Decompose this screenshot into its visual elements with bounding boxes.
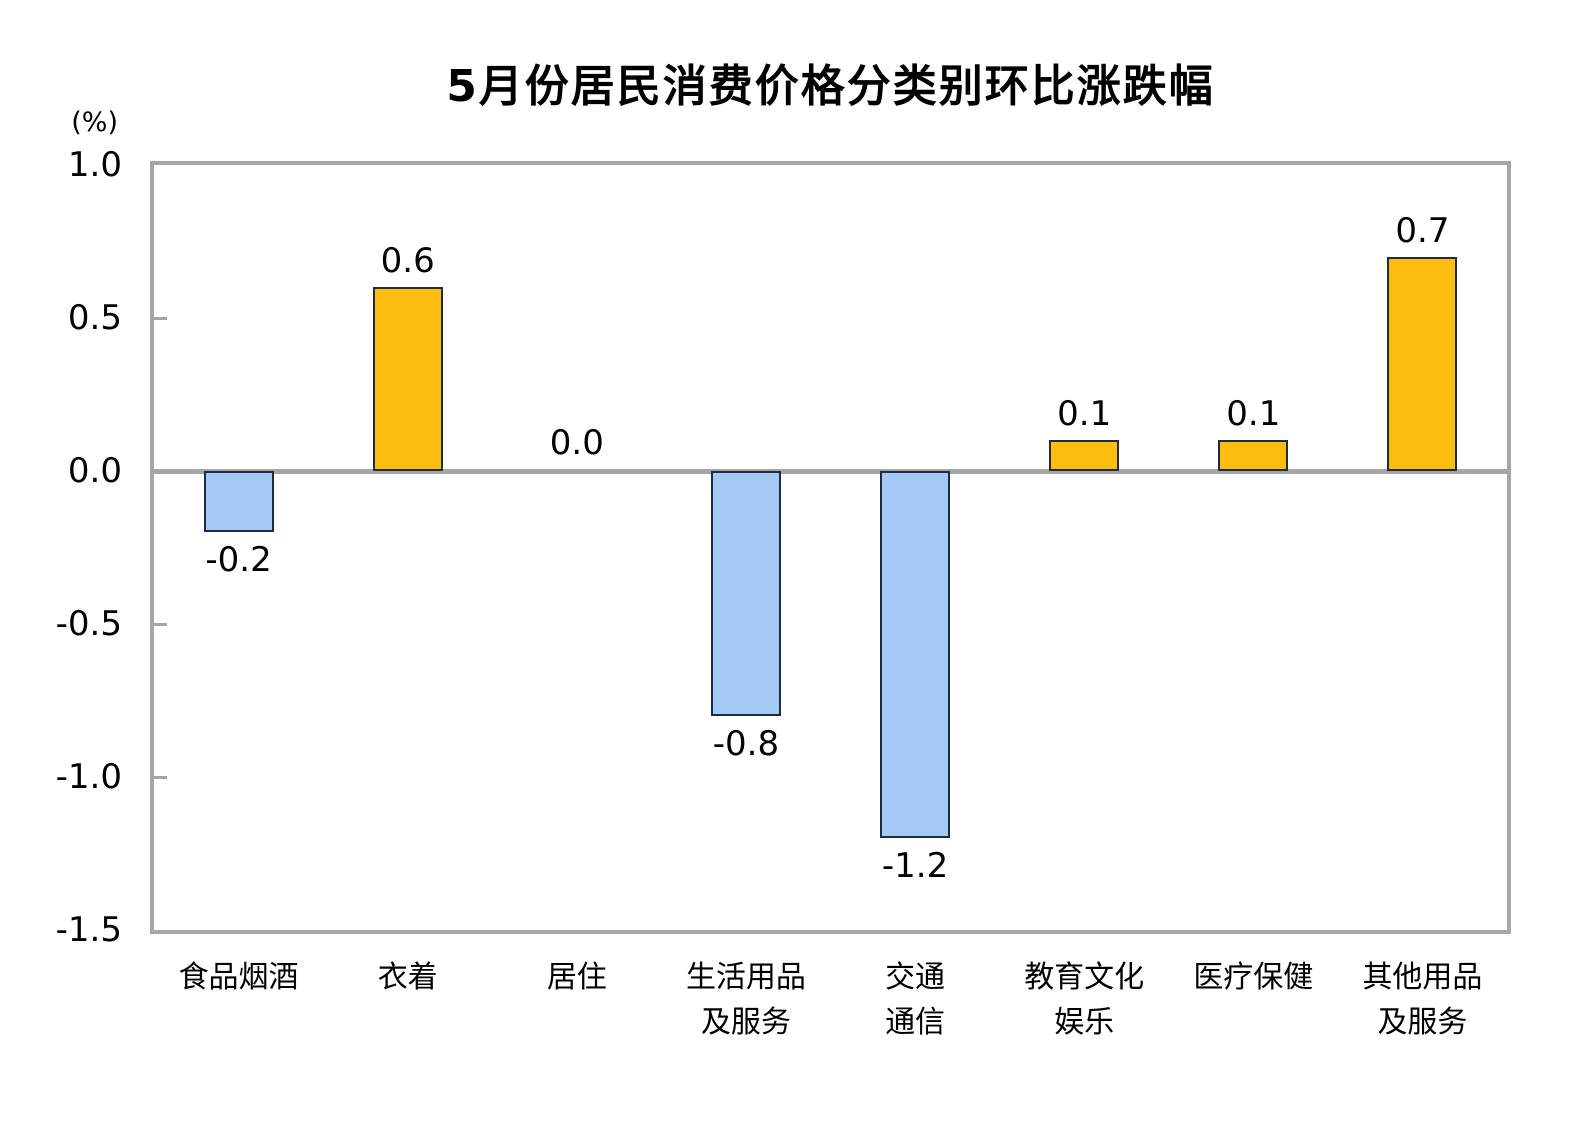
y-axis-tick-label: 0.5 xyxy=(67,298,122,338)
x-axis-category-label: 生活用品 及服务 xyxy=(646,955,846,1045)
x-axis-category-label-line: 居住 xyxy=(546,960,607,995)
x-axis-category-label-line: 娱乐 xyxy=(1054,1005,1115,1040)
chart-title: 5月份居民消费价格分类别环比涨跌幅 xyxy=(446,61,1215,112)
y-axis-tick-mark xyxy=(154,776,167,779)
bar-其他用品及服务 xyxy=(1387,256,1458,471)
x-axis-category-label: 交通 通信 xyxy=(815,955,1015,1045)
bar-value-label: 0.1 xyxy=(1226,394,1281,435)
y-axis-tick-label: 0.0 xyxy=(67,451,122,491)
bar-食品烟酒 xyxy=(203,471,274,533)
bar-value-label: 0.6 xyxy=(380,241,435,282)
x-axis-category-label-line: 及服务 xyxy=(700,1005,791,1040)
x-axis-category-label-line: 教育文化 xyxy=(1024,960,1145,995)
x-axis-category-label: 教育文化 娱乐 xyxy=(984,955,1184,1045)
x-axis-category-label: 医疗保健 xyxy=(1153,955,1353,1000)
bar-value-label: 0.7 xyxy=(1395,210,1450,251)
x-axis-category-label-line: 及服务 xyxy=(1377,1005,1468,1040)
y-axis-tick-label: -1.5 xyxy=(55,910,122,950)
zero-baseline xyxy=(154,469,1507,474)
y-axis-tick-mark xyxy=(154,317,167,320)
x-axis-category-label: 居住 xyxy=(477,955,677,1000)
x-axis-category-label: 其他用品 及服务 xyxy=(1322,955,1522,1045)
bar-value-label: 0.0 xyxy=(549,423,604,463)
y-axis-tick-label: -0.5 xyxy=(55,604,122,644)
bar-交通通信 xyxy=(880,471,951,839)
bar-value-label: -0.8 xyxy=(712,723,780,764)
bar-value-label: 0.1 xyxy=(1057,394,1112,435)
x-axis-category-label-line: 通信 xyxy=(885,1005,946,1040)
y-axis-tick-mark xyxy=(154,623,167,626)
x-axis-category-label-line: 交通 xyxy=(885,960,946,995)
x-axis-category-label-line: 衣着 xyxy=(377,960,438,995)
y-axis-tick-label: 1.0 xyxy=(67,145,122,185)
bar-value-label: -0.2 xyxy=(205,540,272,581)
bar-衣着 xyxy=(372,287,443,471)
y-axis-unit-label: (%) xyxy=(71,107,118,138)
y-axis-tick-label: -1.0 xyxy=(55,757,122,797)
bar-value-label: -1.2 xyxy=(881,846,949,887)
bar-教育文化娱乐 xyxy=(1049,440,1120,471)
x-axis-category-label: 食品烟酒 xyxy=(139,955,339,1000)
x-axis-category-label-line: 其他用品 xyxy=(1362,960,1483,995)
x-axis-category-label-line: 生活用品 xyxy=(685,960,806,995)
x-axis-category-label-line: 食品烟酒 xyxy=(178,960,299,995)
x-axis-category-label-line: 医疗保健 xyxy=(1193,960,1314,995)
bar-生活用品及服务 xyxy=(710,471,781,716)
x-axis-category-label: 衣着 xyxy=(308,955,508,1000)
bar-医疗保健 xyxy=(1218,440,1289,471)
